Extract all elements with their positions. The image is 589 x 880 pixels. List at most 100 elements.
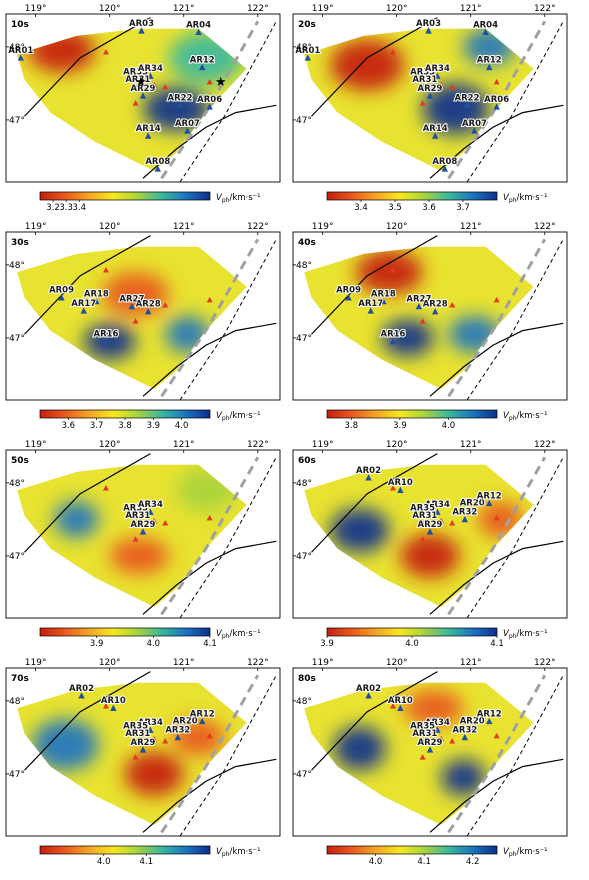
station-label: AR31 [412,75,437,85]
station-marker [110,704,117,711]
map-panel-60s: AR02 AR10 AR20 AR12 AR34 AR35 AR31 AR32 AR29 60s 1… [287,436,572,646]
lon-tick-label: 121° [460,4,482,14]
event-triangle [493,78,500,85]
station-marker [461,733,469,741]
fault-line-dashed [179,675,277,837]
event-triangle [419,754,426,760]
earthquake-star-icon: ★ [215,75,227,90]
event-triangle [132,536,139,542]
station-label: AR12 [190,55,215,65]
event-triangle [102,48,109,55]
event-triangle [449,302,456,308]
lat-tick-label: 48° [296,261,312,271]
station-label: AR27 [119,295,144,305]
station-marker [144,132,152,139]
station-label: AR03 [416,19,441,29]
lon-tick-label: 119° [25,658,47,668]
colorbar-tick-label: 3.8 [118,421,132,428]
station-marker [482,28,489,36]
station-marker [397,704,404,711]
station-label: AR35 [123,722,148,732]
station-label: AR10 [388,696,413,706]
event-triangle [102,266,109,273]
map-panel-10s: AR01 AR03 AR04 AR35 AR34 AR12 AR31 AR29 AR22 AR06… [0,0,285,210]
station-marker [441,165,449,172]
fault-line [311,17,438,117]
lon-tick-label: 121° [460,222,482,232]
map-panel-30s: AR09 AR18 AR17 AR27 AR28 AR16 30s 119° 120° 121° 1… [0,218,285,428]
station-marker [182,725,189,732]
event-triangle [151,517,158,524]
lon-tick-label: 122° [247,658,269,668]
fault-line [24,235,151,335]
velocity-anomaly [109,537,169,575]
station-marker [434,508,441,515]
colorbar-tick-label: 4.0 [405,639,419,646]
fault-line-dashed [466,675,564,837]
station-marker [304,54,312,61]
colorbar-tick-label: 3.9 [147,421,161,428]
colorbar-tick-label: 3.4 [72,203,86,210]
station-marker [134,519,142,526]
station-marker [147,726,154,733]
station-marker [434,72,441,79]
station-label: AR12 [190,709,215,719]
event-triangle [438,517,445,524]
fault-line-dashed [179,21,277,183]
colorbar-unit-label: Vph/km·s⁻¹ [503,411,548,422]
station-label: AR34 [425,718,450,728]
station-marker [154,165,162,172]
lat-tick-label: 47° [296,116,312,126]
event-triangle [493,296,500,303]
station-label: AR10 [388,478,413,488]
station-label: AR35 [123,68,148,78]
lat-tick-label: 48° [9,261,25,271]
fault-line [24,453,151,553]
fault-line [311,235,438,335]
station-marker [425,27,432,34]
fault-lines [24,671,277,837]
fault-line [429,322,564,397]
event-triangle [449,520,456,526]
colorbar-tick-label: 3.9 [90,639,104,646]
station-marker [93,297,100,305]
station-marker [421,83,429,90]
event-triangle [389,48,396,55]
station-marker [184,127,191,134]
station-label: AR31 [125,75,150,85]
event-triangle [206,78,213,85]
lon-tick-label: 122° [247,222,269,232]
lon-tick-label: 119° [312,222,334,232]
velocity-anomaly [333,726,386,771]
event-triangle [449,738,456,744]
station-label: AR12 [477,491,502,501]
station-label: AR01 [295,46,320,56]
station-label: AR10 [101,696,126,706]
station-label: AR29 [131,738,156,748]
colorbar-tick-label: 4.1 [139,857,153,864]
station-label: AR14 [136,124,161,134]
station-marker [365,692,372,699]
station-marker [421,519,429,526]
event-triangle [438,735,445,742]
station-label: AR16 [93,330,118,340]
event-triangle [389,484,396,491]
velocity-anomaly [381,319,434,357]
colorbar-tick-label: 3.8 [345,421,359,428]
fault-line-grey [447,674,547,834]
colorbar-tick-label: 3.9 [393,421,407,428]
station-label: AR29 [418,84,443,94]
velocity-anomaly [478,501,523,538]
lat-tick-label: 47° [296,334,312,344]
fault-line [429,104,564,179]
panel-title: 10s [11,20,29,30]
fault-lines [24,235,277,401]
station-label: AR06 [197,95,222,105]
colorbar [326,845,498,855]
lon-tick-label: 119° [25,4,47,14]
station-marker [469,725,476,732]
station-label: AR20 [460,717,485,727]
station-label: AR35 [410,504,435,514]
